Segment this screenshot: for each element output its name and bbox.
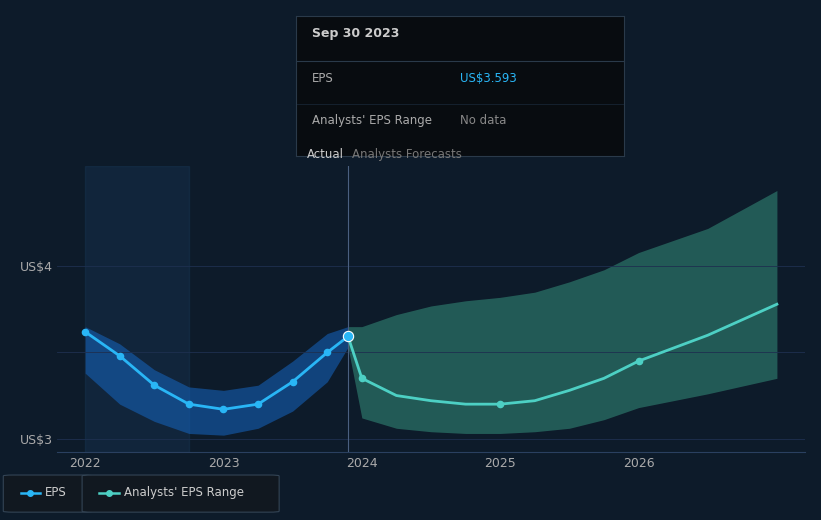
Point (24, 489, 37, 497)
Point (286, 378, 299, 386)
Point (113, 352, 126, 360)
Text: Analysts Forecasts: Analysts Forecasts (352, 148, 462, 161)
Text: Sep 30 2023: Sep 30 2023 (312, 27, 399, 40)
Text: EPS: EPS (312, 72, 333, 85)
FancyBboxPatch shape (82, 475, 279, 512)
Point (251, 400, 264, 408)
Point (321, 348, 334, 357)
Bar (85, 166, 189, 452)
Point (148, 381, 161, 389)
Point (342, 332, 355, 341)
Text: Actual: Actual (307, 148, 344, 161)
Text: US$3.593: US$3.593 (460, 72, 516, 85)
Text: No data: No data (460, 114, 506, 127)
Text: Analysts' EPS Range: Analysts' EPS Range (312, 114, 432, 127)
FancyBboxPatch shape (3, 475, 92, 512)
Point (355, 374, 369, 383)
Point (493, 400, 507, 408)
Point (103, 489, 116, 497)
Point (79, 328, 92, 336)
Text: EPS: EPS (45, 486, 67, 499)
Point (217, 405, 230, 413)
Point (632, 357, 645, 365)
Point (182, 400, 195, 408)
Text: Analysts' EPS Range: Analysts' EPS Range (124, 486, 244, 499)
